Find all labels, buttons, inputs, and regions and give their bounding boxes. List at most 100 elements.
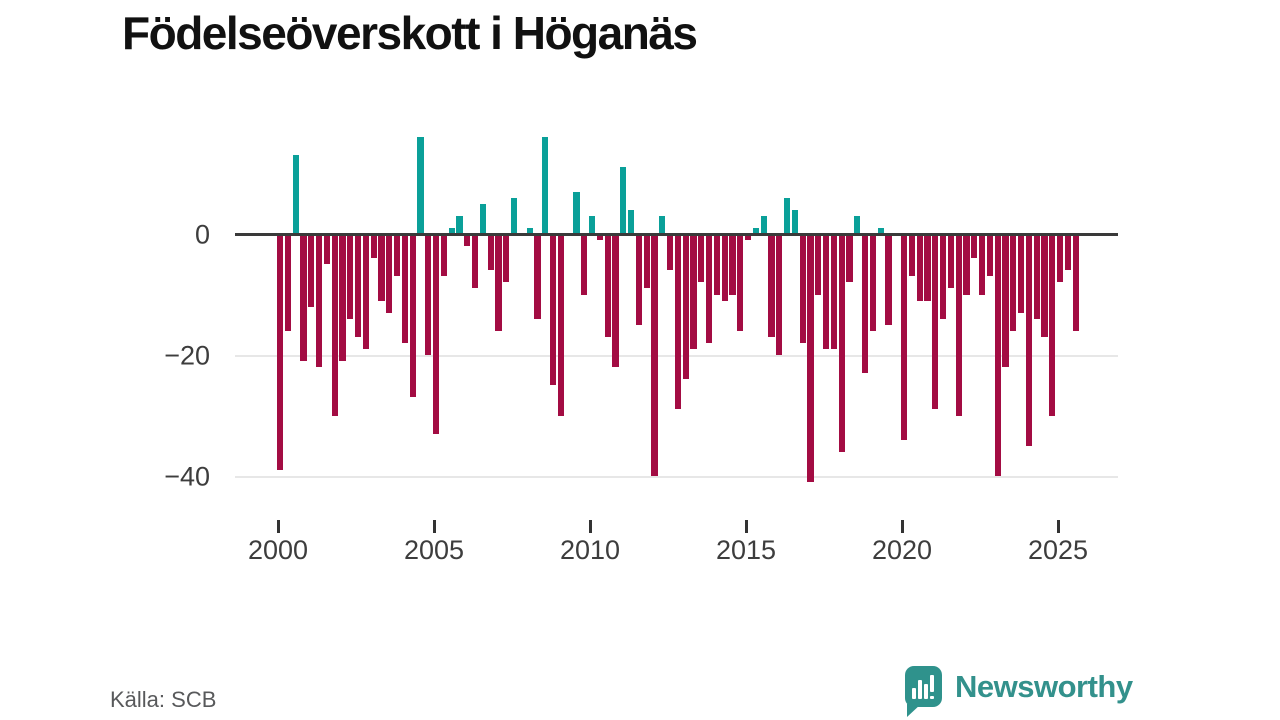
bar-positive [854,215,861,234]
bar-negative [1041,234,1048,337]
bar-negative [1072,234,1079,331]
bar-negative [386,234,393,313]
bar-positive [791,209,799,234]
bar-negative [924,234,931,301]
bar-negative [433,234,440,434]
bar-negative [394,234,401,277]
bar-positive [526,227,533,234]
bar-negative [846,234,853,283]
bar-negative [994,234,1001,476]
bar-positive [628,209,635,234]
bar-positive [542,137,549,234]
bar-negative [409,234,416,398]
x-axis-tick-label: 2015 [715,535,777,565]
logo-chart-bar-icon [924,684,928,699]
bar-negative [331,234,338,416]
x-axis-tick-label: 2005 [403,535,465,565]
bar-positive [456,215,463,234]
bar-positive [760,215,767,234]
y-gridline [235,476,1118,478]
bar-negative [464,234,471,247]
bar-negative [557,234,565,416]
x-axis-tick [433,520,436,533]
x-axis-tick [745,520,748,533]
bar-negative [643,234,650,289]
x-axis-tick-label: 2020 [871,535,933,565]
bar-negative [807,234,814,483]
bar-positive [417,137,424,234]
bar-negative [776,234,783,355]
bar-negative [323,234,331,265]
bar-negative [581,234,588,295]
bar-negative [503,234,510,283]
bar-negative [1057,234,1064,283]
source-label: Källa: SCB [110,687,217,712]
bar-negative [706,234,713,343]
logo-bubble-tail [907,704,921,717]
bar-negative [830,234,838,349]
logo-bubble-icon [905,666,942,707]
bar-negative [916,234,923,301]
bar-negative [901,234,908,440]
bar-negative [908,234,916,277]
bar-negative [362,234,370,349]
bar-negative [308,234,315,307]
bar-negative [339,234,346,362]
bar-negative [690,234,697,349]
bar-negative [963,234,970,295]
bar-positive [620,167,627,234]
bar-negative [932,234,939,410]
bar-negative [682,234,689,380]
bar-negative [729,234,736,295]
bar-positive [479,203,487,234]
bar-negative [869,234,877,331]
bar-negative [1018,234,1025,313]
bar-negative [979,234,986,295]
bar-negative [698,234,705,283]
logo-text: Newsworthy [955,669,1133,704]
bar-negative [947,234,955,289]
bar-negative [277,234,284,470]
bar-negative [721,234,728,301]
bar-negative [651,234,658,476]
bar-negative [799,234,806,343]
bar-negative [713,234,721,295]
bar-positive [752,227,760,234]
bar-negative [955,234,962,416]
bar-negative [316,234,323,368]
bar-negative [401,234,409,343]
bar-positive [292,155,299,234]
bar-negative [940,234,947,319]
x-axis-tick [589,520,592,533]
bar-negative [667,234,674,271]
bar-negative [1033,234,1040,319]
bar-negative [885,234,892,325]
bar-negative [347,234,354,319]
bar-negative [768,234,775,337]
x-axis-tick-label: 2000 [247,535,309,565]
logo-exclamation-dot-icon [930,696,934,699]
bar-negative [300,234,307,362]
logo-chart-bar-icon [912,688,916,699]
bar-negative [986,234,994,277]
bar-negative [745,234,752,241]
bar-positive [511,197,518,234]
y-axis-tick-label: −20 [164,340,210,371]
chart-title: Födelseöverskott i Höganäs [122,7,698,59]
bar-negative [550,234,557,386]
bar-negative [971,234,978,259]
x-axis-tick-label: 2010 [559,535,621,565]
bar-negative [440,234,448,277]
bar-positive [448,227,455,234]
bar-negative [534,234,541,319]
logo-exclamation-icon [930,675,934,692]
bar-positive [573,191,580,234]
zero-axis-line [235,233,1118,236]
x-axis-tick [277,520,280,533]
bar-negative [472,234,479,289]
bar-negative [862,234,869,374]
bar-negative [487,234,494,271]
bar-negative [604,234,611,337]
logo-chart-bar-icon [918,680,922,699]
